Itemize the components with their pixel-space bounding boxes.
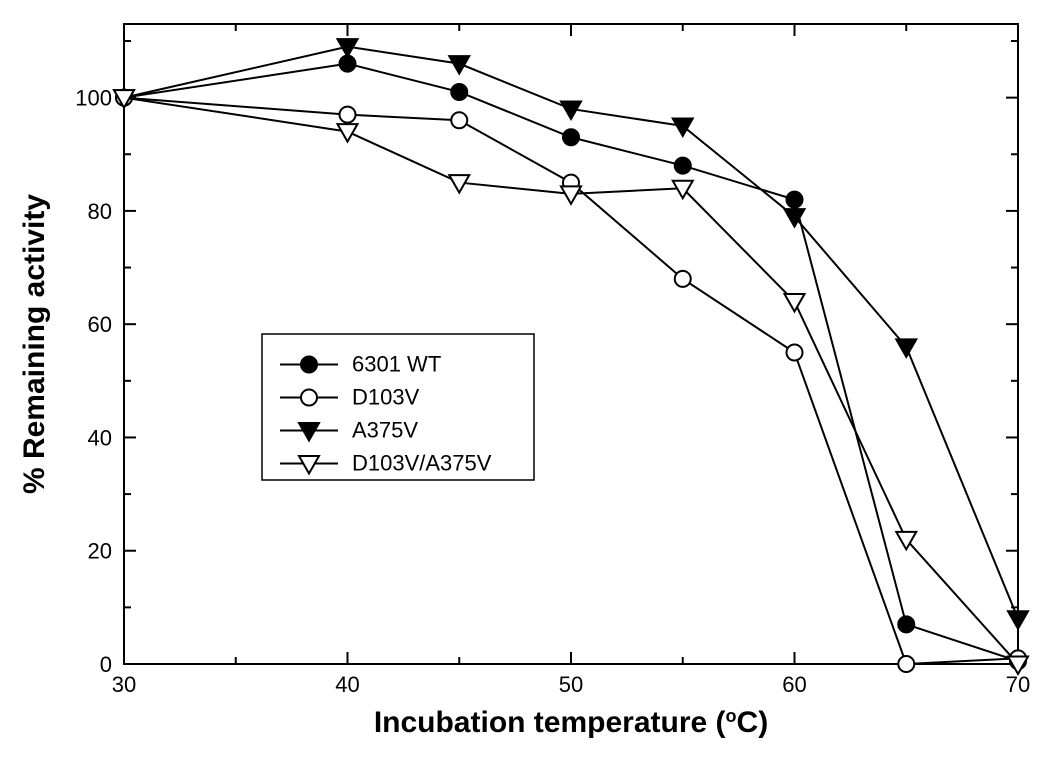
- legend-label: 6301 WT: [352, 352, 441, 377]
- legend-label: D103V/A375V: [352, 451, 492, 476]
- legend-label: D103V: [352, 385, 420, 410]
- x-tick-label: 60: [782, 672, 806, 697]
- y-tick-label: 100: [75, 86, 112, 111]
- legend-label: A375V: [352, 418, 418, 443]
- legend: 6301 WT D103V A375V D103V/A375V: [262, 334, 534, 480]
- activity-vs-temperature-chart: 3040506070020406080100Incubation tempera…: [0, 0, 1050, 759]
- y-axis-label: % Remaining activity: [18, 194, 51, 494]
- y-tick-label: 0: [100, 652, 112, 677]
- y-tick-label: 20: [88, 539, 112, 564]
- x-tick-label: 30: [112, 672, 136, 697]
- x-tick-label: 50: [559, 672, 583, 697]
- y-tick-label: 80: [88, 199, 112, 224]
- y-tick-label: 40: [88, 425, 112, 450]
- x-tick-label: 40: [335, 672, 359, 697]
- chart-container: 3040506070020406080100Incubation tempera…: [0, 0, 1050, 759]
- y-tick-label: 60: [88, 312, 112, 337]
- x-axis-label: Incubation temperature (oC): [374, 706, 768, 739]
